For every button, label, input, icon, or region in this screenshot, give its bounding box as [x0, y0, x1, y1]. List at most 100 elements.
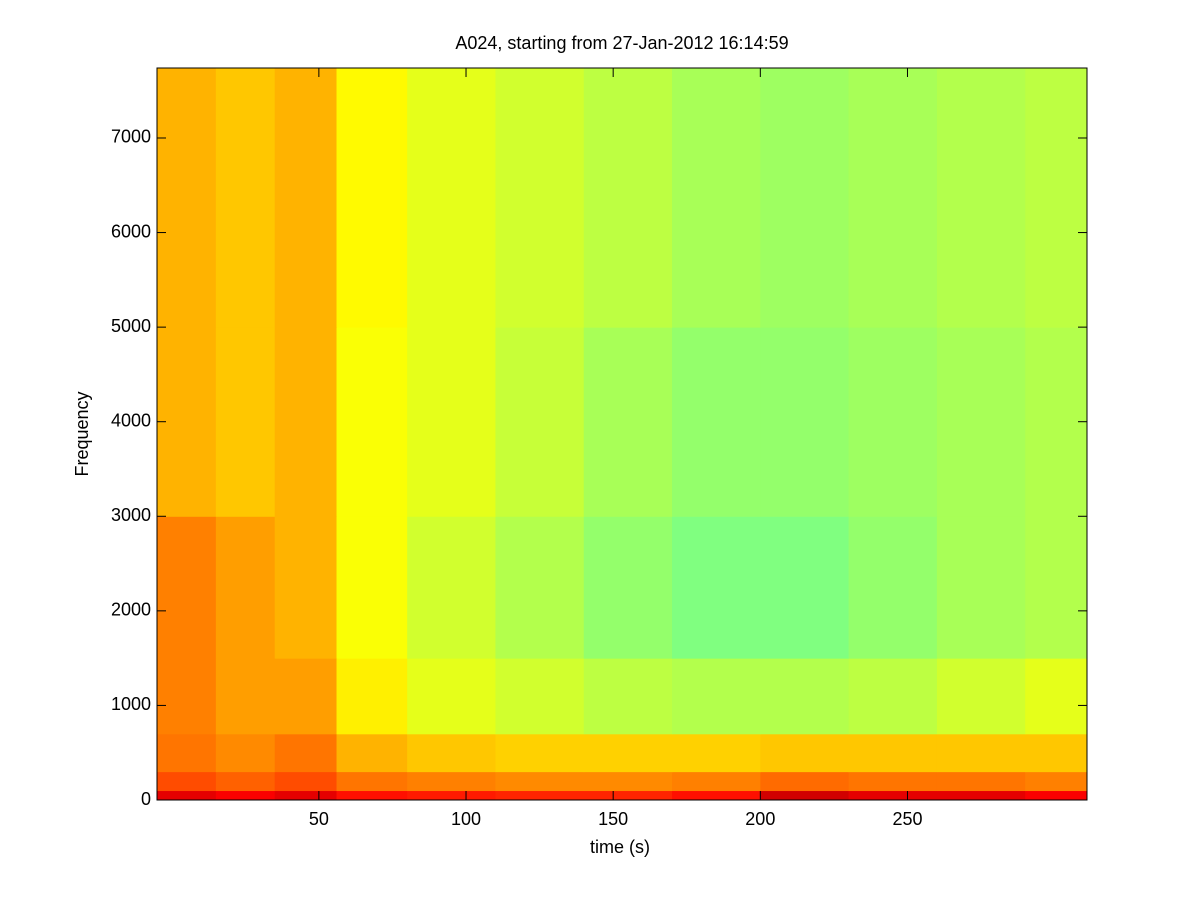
heatmap-cell: [583, 68, 673, 328]
heatmap-cell: [215, 68, 276, 328]
x-tick-label: 100: [451, 809, 481, 829]
heatmap-cell: [672, 771, 761, 792]
heatmap-cell: [157, 516, 217, 659]
heatmap-cell: [583, 771, 673, 792]
x-tick-label: 200: [745, 809, 775, 829]
heatmap-cell: [760, 327, 850, 517]
heatmap-cell: [936, 733, 1026, 773]
heatmap-cell: [583, 327, 673, 517]
heatmap-cell: [1025, 658, 1088, 735]
heatmap-cell: [495, 327, 585, 517]
heatmap-cell: [274, 790, 338, 801]
heatmap-cell: [215, 733, 276, 773]
heatmap-cell: [1025, 68, 1088, 328]
heatmap-cell: [672, 327, 761, 517]
y-axis-label: Frequency: [72, 391, 92, 476]
heatmap-cell: [215, 327, 276, 517]
heatmap-cell: [407, 771, 496, 792]
heatmap-cell: [336, 790, 408, 801]
x-axis-label: time (s): [590, 837, 650, 857]
heatmap-cell: [848, 771, 938, 792]
heatmap-cell: [215, 516, 276, 659]
heatmap-cell: [848, 658, 938, 735]
heatmap-cell: [672, 658, 761, 735]
y-tick-label: 7000: [111, 127, 151, 147]
heatmap-cell: [848, 733, 938, 773]
heatmap-cell: [495, 516, 585, 659]
heatmap-cell: [936, 658, 1026, 735]
heatmap-cell: [336, 68, 408, 328]
chart-title: A024, starting from 27-Jan-2012 16:14:59: [455, 33, 788, 53]
heatmap-cell: [760, 516, 850, 659]
heatmap-cell: [672, 516, 761, 659]
heatmap-cell: [274, 327, 338, 517]
heatmap-cell: [407, 658, 496, 735]
y-tick-label: 3000: [111, 505, 151, 525]
heatmap-cell: [336, 658, 408, 735]
y-tick-label: 6000: [111, 221, 151, 241]
heatmap-cell: [157, 68, 217, 328]
heatmap-cell: [583, 733, 673, 773]
heatmap-cell: [407, 790, 496, 801]
plot-frame: [156, 67, 1088, 801]
heatmap-cell: [1025, 327, 1088, 517]
heatmap-cell: [407, 68, 496, 328]
heatmap-cell: [583, 658, 673, 735]
heatmap-cell: [495, 733, 585, 773]
heatmap-cell: [1025, 516, 1088, 659]
heatmap-cell: [157, 790, 217, 801]
heatmap-cell: [336, 771, 408, 792]
heatmap-cell: [274, 771, 338, 792]
heatmap-cell: [848, 327, 938, 517]
heatmap-cell: [583, 516, 673, 659]
heatmap-cell: [215, 790, 276, 801]
heatmap-cell: [336, 327, 408, 517]
heatmap-cell: [274, 68, 338, 328]
heatmap-cell: [274, 658, 338, 735]
heatmap-cell: [583, 790, 673, 801]
heatmap-cell: [760, 733, 850, 773]
x-tick-label: 250: [892, 809, 922, 829]
heatmap-cell: [215, 658, 276, 735]
heatmap-cell: [495, 790, 585, 801]
heatmap-cell: [760, 771, 850, 792]
heatmap-cell: [157, 658, 217, 735]
heatmap-cell: [157, 771, 217, 792]
heatmap-cell: [157, 327, 217, 517]
heatmap-cell: [407, 516, 496, 659]
heatmap-cell: [215, 771, 276, 792]
heatmap-cell: [672, 68, 761, 328]
heatmap-cell: [936, 68, 1026, 328]
heatmap-cell: [495, 658, 585, 735]
heatmap-cell: [936, 516, 1026, 659]
heatmap-cell: [1025, 790, 1088, 801]
heatmap-cell: [1025, 771, 1088, 792]
y-tick-label: 0: [141, 789, 151, 809]
heatmap-cell: [336, 733, 408, 773]
heatmap-cell: [274, 733, 338, 773]
heatmap-cell: [495, 68, 585, 328]
y-tick-label: 5000: [111, 316, 151, 336]
heatmap-cell: [936, 771, 1026, 792]
heatmap-cell: [274, 516, 338, 659]
x-tick-label: 150: [598, 809, 628, 829]
heatmap-cell: [495, 771, 585, 792]
heatmap-cell: [848, 516, 938, 659]
heatmap-cell: [760, 790, 850, 801]
y-tick-label: 1000: [111, 694, 151, 714]
heatmap-cell: [936, 327, 1026, 517]
heatmap-cell: [336, 516, 408, 659]
heatmap-cell: [407, 327, 496, 517]
heatmap-cell: [848, 68, 938, 328]
heatmap-cell: [672, 790, 761, 801]
heatmap-cell: [407, 733, 496, 773]
heatmap-cell: [157, 733, 217, 773]
heatmap-cell: [760, 658, 850, 735]
y-tick-label: 4000: [111, 410, 151, 430]
heatmap-cell: [936, 790, 1026, 801]
heatmap-cell: [760, 68, 850, 328]
x-tick-label: 50: [309, 809, 329, 829]
heatmap-cell: [848, 790, 938, 801]
